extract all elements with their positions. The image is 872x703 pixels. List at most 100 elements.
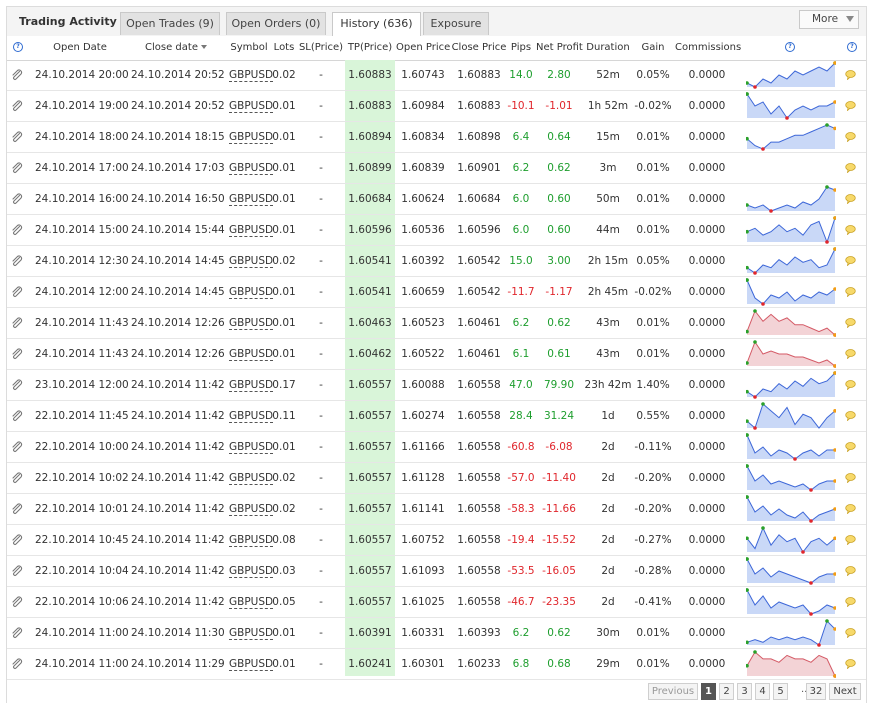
comment-bubble-icon[interactable] bbox=[845, 597, 856, 608]
comment-bubble-icon[interactable] bbox=[845, 225, 856, 236]
help-icon[interactable]: ? bbox=[847, 42, 857, 52]
symbol-link[interactable]: GBPUSD bbox=[229, 131, 274, 144]
col-gain[interactable]: Gain bbox=[641, 42, 665, 53]
symbol-link[interactable]: GBPUSD bbox=[229, 193, 274, 206]
col-open-date[interactable]: Open Date bbox=[53, 42, 107, 53]
symbol-link[interactable]: GBPUSD bbox=[229, 317, 274, 330]
cell-symbol[interactable]: GBPUSD bbox=[229, 184, 274, 214]
pagination-page-2[interactable]: 2 bbox=[719, 683, 734, 700]
table-row[interactable]: 22.10.2014 10:00 24.10.2014 11:42 GBPUSD 0.… bbox=[7, 432, 866, 463]
paperclip-icon[interactable] bbox=[11, 441, 23, 453]
pagination-previous[interactable]: Previous bbox=[648, 683, 698, 700]
pagination-page-3[interactable]: 3 bbox=[737, 683, 752, 700]
table-row[interactable]: 22.10.2014 10:06 24.10.2014 11:42 GBPUSD 0.… bbox=[7, 587, 866, 618]
cell-symbol[interactable]: GBPUSD bbox=[229, 122, 274, 152]
symbol-link[interactable]: GBPUSD bbox=[229, 503, 274, 516]
table-row[interactable]: 24.10.2014 17:00 24.10.2014 17:03 GBPUSD 0.… bbox=[7, 153, 866, 184]
comment-bubble-icon[interactable] bbox=[845, 411, 856, 422]
col-close-price[interactable]: Close Price bbox=[451, 42, 507, 53]
table-row[interactable]: 24.10.2014 11:00 24.10.2014 11:29 GBPUSD 0.… bbox=[7, 649, 866, 680]
comment-bubble-icon[interactable] bbox=[845, 659, 856, 670]
cell-symbol[interactable]: GBPUSD bbox=[229, 649, 274, 679]
cell-symbol[interactable]: GBPUSD bbox=[229, 153, 274, 183]
paperclip-icon[interactable] bbox=[11, 379, 23, 391]
cell-symbol[interactable]: GBPUSD bbox=[229, 60, 274, 90]
col-lots[interactable]: Lots bbox=[273, 42, 295, 53]
cell-symbol[interactable]: GBPUSD bbox=[229, 308, 274, 338]
cell-symbol[interactable]: GBPUSD bbox=[229, 215, 274, 245]
cell-symbol[interactable]: GBPUSD bbox=[229, 463, 274, 493]
cell-symbol[interactable]: GBPUSD bbox=[229, 525, 274, 555]
cell-symbol[interactable]: GBPUSD bbox=[229, 432, 274, 462]
paperclip-icon[interactable] bbox=[11, 131, 23, 143]
cell-symbol[interactable]: GBPUSD bbox=[229, 618, 274, 648]
table-row[interactable]: 24.10.2014 20:00 24.10.2014 20:52 GBPUSD 0.… bbox=[7, 60, 866, 91]
symbol-link[interactable]: GBPUSD bbox=[229, 100, 274, 113]
col-symbol[interactable]: Symbol bbox=[230, 42, 268, 53]
symbol-link[interactable]: GBPUSD bbox=[229, 472, 274, 485]
comment-bubble-icon[interactable] bbox=[845, 287, 856, 298]
comment-bubble-icon[interactable] bbox=[845, 566, 856, 577]
symbol-link[interactable]: GBPUSD bbox=[229, 224, 274, 237]
col-close-date[interactable]: Close date bbox=[131, 36, 221, 60]
cell-symbol[interactable]: GBPUSD bbox=[229, 370, 274, 400]
paperclip-icon[interactable] bbox=[11, 100, 23, 112]
table-row[interactable]: 22.10.2014 10:45 24.10.2014 11:42 GBPUSD 0.… bbox=[7, 525, 866, 556]
paperclip-icon[interactable] bbox=[11, 69, 23, 81]
col-duration[interactable]: Duration bbox=[586, 42, 630, 53]
pagination-page-1[interactable]: 1 bbox=[701, 683, 716, 700]
table-row[interactable]: 24.10.2014 11:00 24.10.2014 11:30 GBPUSD 0.… bbox=[7, 618, 866, 649]
paperclip-icon[interactable] bbox=[11, 286, 23, 298]
paperclip-icon[interactable] bbox=[11, 255, 23, 267]
table-row[interactable]: 22.10.2014 10:01 24.10.2014 11:42 GBPUSD 0.… bbox=[7, 494, 866, 525]
symbol-link[interactable]: GBPUSD bbox=[229, 596, 274, 609]
col-commissions[interactable]: Commissions bbox=[675, 42, 742, 53]
comment-bubble-icon[interactable] bbox=[845, 256, 856, 267]
comment-bubble-icon[interactable] bbox=[845, 380, 856, 391]
paperclip-icon[interactable] bbox=[11, 348, 23, 360]
symbol-link[interactable]: GBPUSD bbox=[229, 348, 274, 361]
comment-bubble-icon[interactable] bbox=[845, 318, 856, 329]
help-icon[interactable]: ? bbox=[13, 42, 23, 52]
col-sl[interactable]: SL(Price) bbox=[298, 42, 344, 53]
symbol-link[interactable]: GBPUSD bbox=[229, 379, 274, 392]
comment-bubble-icon[interactable] bbox=[845, 70, 856, 81]
table-row[interactable]: 23.10.2014 12:00 24.10.2014 11:42 GBPUSD 0.… bbox=[7, 370, 866, 401]
cell-symbol[interactable]: GBPUSD bbox=[229, 587, 274, 617]
paperclip-icon[interactable] bbox=[11, 565, 23, 577]
comment-bubble-icon[interactable] bbox=[845, 349, 856, 360]
paperclip-icon[interactable] bbox=[11, 596, 23, 608]
paperclip-icon[interactable] bbox=[11, 534, 23, 546]
table-row[interactable]: 24.10.2014 11:43 24.10.2014 12:26 GBPUSD 0.… bbox=[7, 339, 866, 370]
table-row[interactable]: 24.10.2014 12:30 24.10.2014 14:45 GBPUSD 0.… bbox=[7, 246, 866, 277]
symbol-link[interactable]: GBPUSD bbox=[229, 410, 274, 423]
table-row[interactable]: 24.10.2014 15:00 24.10.2014 15:44 GBPUSD 0.… bbox=[7, 215, 866, 246]
symbol-link[interactable]: GBPUSD bbox=[229, 286, 274, 299]
paperclip-icon[interactable] bbox=[11, 627, 23, 639]
more-dropdown[interactable]: More bbox=[799, 10, 859, 29]
table-row[interactable]: 24.10.2014 11:43 24.10.2014 12:26 GBPUSD 0.… bbox=[7, 308, 866, 339]
tab-history[interactable]: History (636) bbox=[332, 12, 421, 37]
paperclip-icon[interactable] bbox=[11, 193, 23, 205]
help-icon[interactable]: ? bbox=[785, 42, 795, 52]
table-row[interactable]: 24.10.2014 18:00 24.10.2014 18:15 GBPUSD 0.… bbox=[7, 122, 866, 153]
cell-symbol[interactable]: GBPUSD bbox=[229, 91, 274, 121]
paperclip-icon[interactable] bbox=[11, 162, 23, 174]
paperclip-icon[interactable] bbox=[11, 472, 23, 484]
col-pips[interactable]: Pips bbox=[510, 42, 532, 53]
comment-bubble-icon[interactable] bbox=[845, 101, 856, 112]
cell-symbol[interactable]: GBPUSD bbox=[229, 277, 274, 307]
comment-bubble-icon[interactable] bbox=[845, 628, 856, 639]
col-open-price[interactable]: Open Price bbox=[396, 42, 451, 53]
table-row[interactable]: 22.10.2014 11:45 24.10.2014 11:42 GBPUSD 0.… bbox=[7, 401, 866, 432]
tab-exposure[interactable]: Exposure bbox=[423, 12, 489, 35]
pagination-next[interactable]: Next bbox=[829, 683, 861, 700]
comment-bubble-icon[interactable] bbox=[845, 473, 856, 484]
symbol-link[interactable]: GBPUSD bbox=[229, 627, 274, 640]
paperclip-icon[interactable] bbox=[11, 503, 23, 515]
cell-symbol[interactable]: GBPUSD bbox=[229, 401, 274, 431]
cell-symbol[interactable]: GBPUSD bbox=[229, 246, 274, 276]
cell-symbol[interactable]: GBPUSD bbox=[229, 556, 274, 586]
cell-symbol[interactable]: GBPUSD bbox=[229, 339, 274, 369]
col-net-profit[interactable]: Net Profit bbox=[536, 42, 583, 53]
